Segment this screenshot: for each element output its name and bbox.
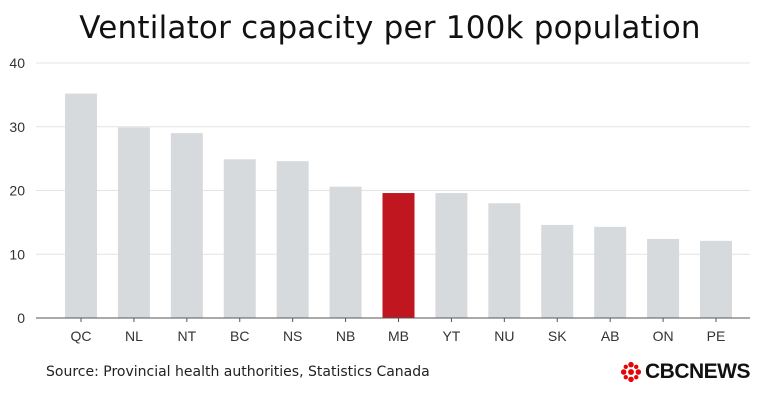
bar-nb — [329, 186, 362, 318]
cbc-news-wordmark: CBCNEWS — [645, 360, 751, 383]
x-tick-label: ON — [653, 328, 674, 344]
y-tick-label: 20 — [9, 183, 25, 199]
x-tick-label: NU — [494, 328, 514, 344]
x-tick-label: BC — [230, 328, 249, 344]
bar-qc — [65, 93, 97, 318]
bars — [65, 93, 732, 318]
x-tick-label: AB — [601, 328, 620, 344]
tick-labels: 0 10 20 30 40 QC NL NT BC NS NB MB YT NU SK AB ON PE — [9, 55, 725, 344]
gridlines — [36, 62, 750, 255]
y-tick-label: 0 — [17, 310, 25, 326]
x-tick-label: MB — [388, 328, 409, 344]
y-tick-label: 30 — [9, 119, 25, 135]
x-tick-label: NS — [283, 328, 302, 344]
x-tick-label: NB — [336, 328, 355, 344]
bar-nt — [170, 133, 203, 318]
y-tick-label: 40 — [9, 55, 25, 71]
bar-mb — [382, 193, 415, 318]
x-tick-label: YT — [442, 328, 460, 344]
source-note: Source: Provincial health authorities, S… — [46, 364, 430, 380]
x-tick-label: NT — [177, 328, 196, 344]
bar-ab — [594, 226, 627, 318]
x-tick-label: PE — [707, 328, 726, 344]
x-tick-label: QC — [71, 328, 92, 344]
bar-nl — [117, 127, 150, 318]
x-tick-label: NL — [125, 328, 143, 344]
bar-sk — [541, 224, 574, 318]
y-tick-label: 10 — [9, 246, 25, 262]
cbc-news-logo: CBCNEWS — [620, 359, 751, 385]
bar-pe — [700, 240, 732, 318]
cbc-gem-icon — [620, 361, 642, 383]
bar-bc — [223, 159, 256, 318]
chart-title: Ventilator capacity per 100k population — [79, 10, 701, 46]
bar-yt — [435, 193, 468, 318]
bar-on — [647, 238, 680, 318]
axes — [36, 317, 750, 322]
bar-nu — [488, 203, 521, 318]
x-tick-label: SK — [548, 328, 567, 344]
bar-ns — [276, 161, 309, 318]
